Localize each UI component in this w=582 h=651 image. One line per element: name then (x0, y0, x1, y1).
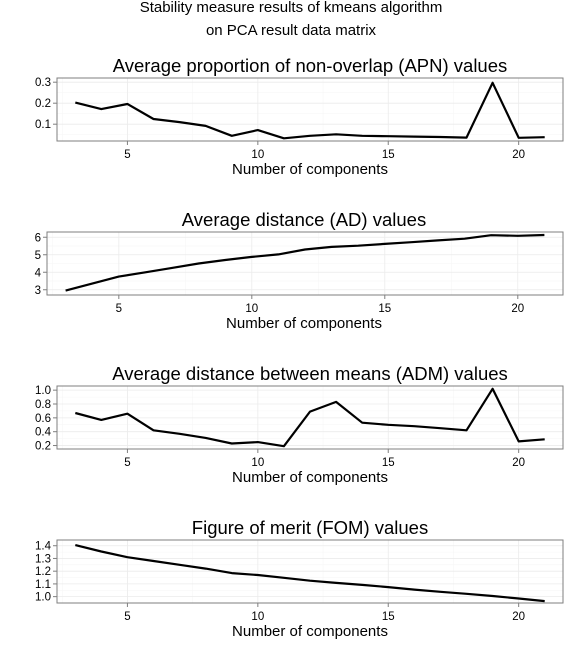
x-tick-label: 5 (124, 149, 130, 161)
y-tick-label: 1.0 (35, 592, 51, 604)
x-tick-label: 15 (382, 457, 395, 469)
x-tick-label: 10 (251, 457, 264, 469)
panel-fom: Figure of merit (FOM) values 5 10 15 201.01… (35, 517, 564, 640)
x-tick-label: 15 (382, 611, 395, 623)
plot-area: 5 10 15 20 0.1 0.2 0.3 (35, 77, 564, 161)
x-tick-label: 5 (124, 457, 130, 469)
y-tick-label: 1.3 (35, 553, 51, 565)
panel-adm: Average distance between means (ADM) val… (35, 363, 564, 486)
x-tick-label: 10 (245, 303, 258, 315)
x-axis-label: Number of components (232, 623, 388, 640)
x-axis-label: Number of components (232, 161, 388, 178)
x-tick-label: 15 (378, 303, 391, 315)
y-tick-label: 1.2 (35, 566, 51, 578)
x-tick-label: 20 (512, 149, 525, 161)
plot-area: 5 10 15 20 1.01.11.21.31.4 (35, 539, 564, 623)
panel-title: Average proportion of non-overlap (APN) … (113, 55, 508, 76)
series-line (65, 233, 545, 292)
figure-title-line-1: Stability measure results of kmeans algo… (140, 0, 443, 16)
y-tick-label: 1.4 (35, 541, 52, 553)
x-tick-label: 10 (251, 611, 264, 623)
y-tick-label: 1.1 (35, 579, 51, 591)
x-tick-label: 20 (512, 457, 525, 469)
x-axis-label: Number of components (226, 315, 382, 332)
panel-apn: Average proportion of non-overlap (APN) … (35, 55, 564, 178)
panel-title: Figure of merit (FOM) values (192, 517, 428, 538)
plot-area: 5 10 15 20 3 4 5 6 (35, 231, 564, 315)
y-tick-label: 0.2 (35, 441, 51, 453)
y-tick-label: 5 (35, 250, 41, 262)
x-tick-label: 15 (382, 149, 395, 161)
panel-title: Average distance (AD) values (182, 209, 426, 230)
y-tick-label: 0.1 (35, 119, 51, 131)
y-tick-label: 3 (35, 285, 41, 297)
plot-frame (56, 77, 564, 142)
y-tick-label: 1.0 (35, 385, 51, 397)
series-line (75, 387, 545, 448)
series-line (75, 544, 545, 603)
y-tick-label: 0.2 (35, 98, 51, 110)
panel-title: Average distance between means (ADM) val… (112, 363, 508, 384)
x-tick-label: 20 (512, 611, 525, 623)
x-tick-label: 20 (511, 303, 524, 315)
plot-area: 5 10 15 20 0.2 0.4 0.6 0.8 1.0 (35, 385, 564, 469)
x-tick-label: 10 (251, 149, 264, 161)
y-tick-label: 0.4 (35, 427, 52, 439)
figure-title-line-2: on PCA result data matrix (206, 22, 377, 39)
x-tick-label: 5 (116, 303, 122, 315)
x-tick-label: 5 (124, 611, 130, 623)
y-tick-label: 4 (35, 267, 42, 279)
y-tick-label: 6 (35, 232, 41, 244)
y-tick-label: 0.8 (35, 399, 51, 411)
x-axis-label: Number of components (232, 469, 388, 486)
y-tick-label: 0.6 (35, 413, 51, 425)
plot-frame (46, 231, 564, 296)
series-line (75, 81, 545, 140)
panel-ad: Average distance (AD) values 5 10 15 20 3 4 5 6… (35, 209, 564, 332)
y-tick-label: 0.3 (35, 77, 51, 89)
